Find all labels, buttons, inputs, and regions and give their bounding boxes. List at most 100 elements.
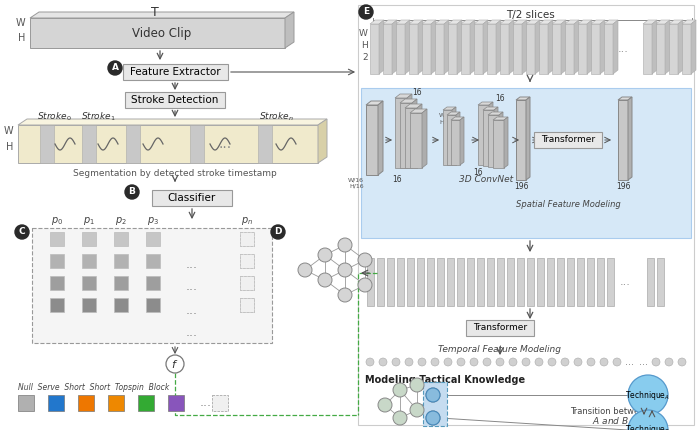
- Circle shape: [470, 358, 478, 366]
- Bar: [50, 232, 64, 246]
- Polygon shape: [18, 125, 318, 163]
- Bar: [427, 258, 434, 306]
- Polygon shape: [405, 104, 422, 108]
- Bar: [240, 276, 254, 290]
- Polygon shape: [487, 20, 501, 24]
- Text: ⋮: ⋮: [84, 300, 94, 310]
- Bar: [377, 258, 384, 306]
- Polygon shape: [470, 20, 475, 74]
- Text: $p_0$: $p_0$: [51, 215, 63, 227]
- Text: ⋮: ⋮: [242, 300, 252, 310]
- Polygon shape: [656, 24, 665, 74]
- Polygon shape: [552, 24, 561, 74]
- Bar: [497, 258, 504, 306]
- Text: Feature Extractor: Feature Extractor: [130, 67, 220, 77]
- Text: E: E: [363, 7, 369, 16]
- Text: 196: 196: [616, 182, 630, 191]
- Text: 16: 16: [495, 94, 505, 103]
- Bar: [168, 395, 184, 411]
- Bar: [527, 258, 534, 306]
- Circle shape: [15, 225, 29, 239]
- Bar: [114, 298, 128, 312]
- Polygon shape: [412, 99, 417, 168]
- Polygon shape: [565, 20, 579, 24]
- Polygon shape: [682, 24, 691, 74]
- Polygon shape: [652, 20, 657, 74]
- Text: Stroke$_0$: Stroke$_0$: [36, 111, 71, 123]
- Polygon shape: [578, 24, 587, 74]
- Text: ⋮: ⋮: [52, 300, 62, 310]
- Text: 2: 2: [363, 52, 368, 61]
- Bar: [397, 258, 404, 306]
- Bar: [32, 228, 272, 343]
- Circle shape: [359, 5, 373, 19]
- Polygon shape: [395, 98, 407, 168]
- Polygon shape: [18, 119, 327, 125]
- Bar: [82, 232, 96, 246]
- Polygon shape: [418, 20, 423, 74]
- Circle shape: [393, 383, 407, 397]
- Text: A: A: [111, 64, 118, 73]
- Polygon shape: [591, 24, 600, 74]
- Bar: [534, 132, 602, 148]
- Polygon shape: [448, 20, 462, 24]
- Text: Transition between: Transition between: [570, 408, 650, 417]
- Polygon shape: [318, 119, 327, 163]
- Text: H: H: [361, 40, 368, 49]
- Polygon shape: [678, 20, 683, 74]
- Circle shape: [366, 358, 374, 366]
- Bar: [423, 382, 447, 426]
- Polygon shape: [535, 20, 540, 74]
- Text: H/16: H/16: [440, 120, 454, 125]
- Polygon shape: [400, 99, 417, 103]
- Circle shape: [393, 411, 407, 425]
- Text: 3D ConvNet: 3D ConvNet: [459, 175, 513, 184]
- Text: ...: ...: [186, 258, 198, 271]
- Bar: [467, 258, 474, 306]
- Text: ...: ...: [218, 137, 232, 151]
- Polygon shape: [285, 12, 294, 48]
- Bar: [361, 88, 691, 238]
- Text: T: T: [151, 6, 159, 19]
- Circle shape: [587, 358, 595, 366]
- Text: Transformer: Transformer: [541, 135, 595, 144]
- Polygon shape: [410, 113, 422, 168]
- Polygon shape: [30, 18, 285, 48]
- Bar: [557, 258, 564, 306]
- Bar: [240, 298, 254, 312]
- Circle shape: [426, 411, 440, 425]
- Polygon shape: [513, 20, 527, 24]
- Text: T/2 slices: T/2 slices: [505, 10, 554, 20]
- Bar: [146, 276, 160, 290]
- Text: $p_n$: $p_n$: [241, 215, 253, 227]
- Text: H: H: [18, 33, 25, 43]
- Circle shape: [431, 358, 439, 366]
- Polygon shape: [489, 102, 493, 165]
- Polygon shape: [422, 20, 436, 24]
- Polygon shape: [435, 20, 449, 24]
- Bar: [577, 258, 584, 306]
- Text: 196: 196: [514, 182, 528, 191]
- Polygon shape: [552, 20, 566, 24]
- Polygon shape: [460, 117, 464, 165]
- Polygon shape: [370, 20, 384, 24]
- Polygon shape: [539, 20, 553, 24]
- Polygon shape: [409, 24, 418, 74]
- Polygon shape: [478, 102, 493, 105]
- Polygon shape: [457, 20, 462, 74]
- Bar: [240, 232, 254, 246]
- Polygon shape: [682, 20, 696, 24]
- Circle shape: [405, 358, 413, 366]
- Bar: [82, 125, 96, 163]
- Bar: [152, 190, 232, 206]
- Polygon shape: [487, 24, 496, 74]
- Text: $A$ and $B$: $A$ and $B$: [592, 415, 629, 426]
- Polygon shape: [383, 24, 392, 74]
- Polygon shape: [643, 20, 657, 24]
- Circle shape: [338, 238, 352, 252]
- Bar: [78, 395, 94, 411]
- Circle shape: [457, 358, 465, 366]
- Polygon shape: [410, 109, 427, 113]
- Polygon shape: [669, 24, 678, 74]
- Polygon shape: [478, 105, 489, 165]
